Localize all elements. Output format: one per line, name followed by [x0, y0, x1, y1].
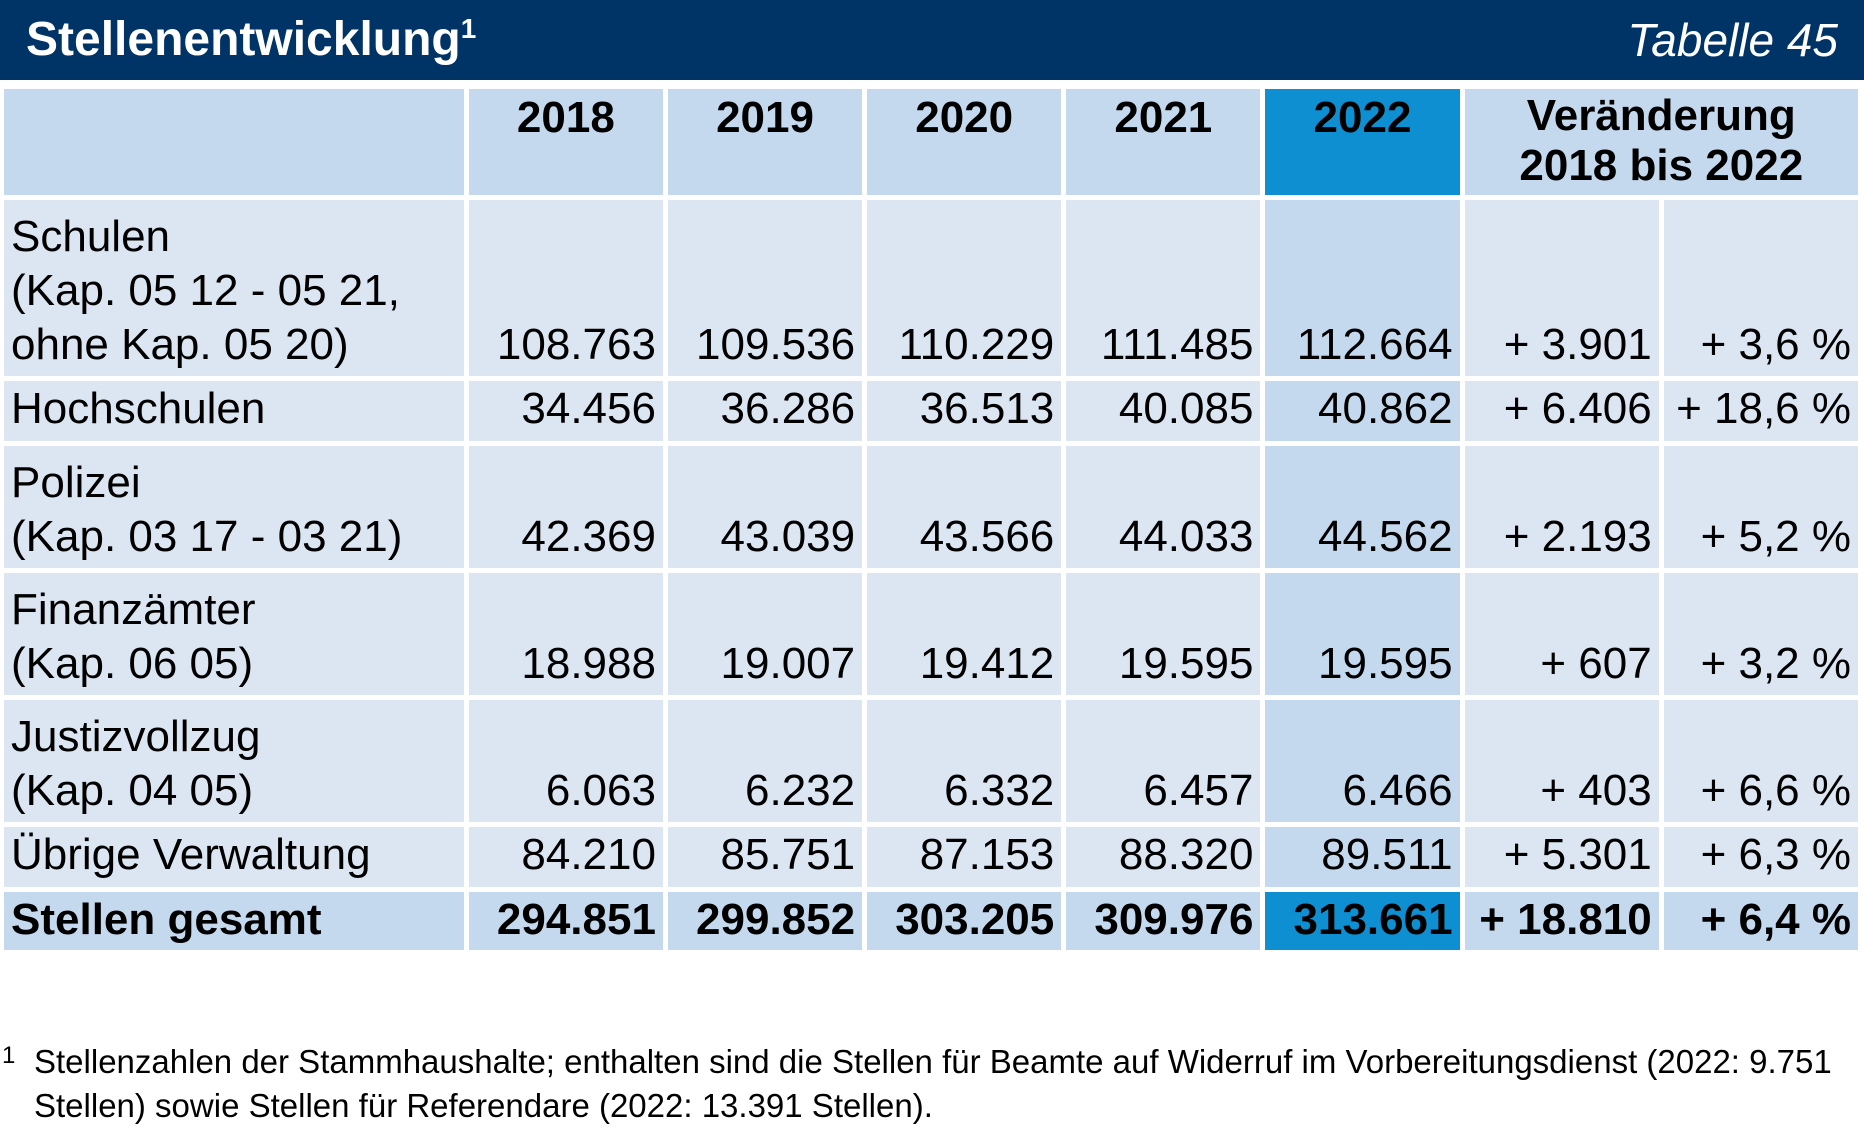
value-cell: 110.229: [867, 200, 1062, 376]
title-footnote-marker: 1: [460, 13, 477, 44]
year-header-highlighted: 2022: [1265, 89, 1460, 195]
change-absolute-cell: + 403: [1464, 700, 1659, 822]
total-change-percent-cell: + 6,4 %: [1663, 892, 1858, 950]
total-value-cell: 313.661: [1265, 892, 1460, 950]
value-cell: 111.485: [1066, 200, 1261, 376]
change-absolute-cell: + 3.901: [1464, 200, 1659, 376]
value-cell: 87.153: [867, 827, 1062, 887]
change-absolute-cell: + 5.301: [1464, 827, 1659, 887]
value-cell: 43.039: [667, 446, 863, 568]
table-title: Stellenentwicklung1: [26, 12, 476, 67]
change-header-line2: 2018 bis 2022: [1519, 141, 1804, 190]
table-number-label: Tabelle 45: [1627, 14, 1838, 66]
header-row: 2018 2019 2020 2021 2022 Veränderung 201…: [4, 89, 1858, 195]
row-label-line: (Kap. 04 05): [11, 766, 254, 815]
change-percent-cell: + 3,2 %: [1663, 573, 1858, 695]
change-percent-cell: + 6,3 %: [1663, 827, 1858, 887]
row-label-line: ohne Kap. 05 20): [11, 320, 349, 369]
row-label: Polizei (Kap. 03 17 - 03 21): [4, 446, 464, 568]
change-absolute-cell: + 2.193: [1464, 446, 1659, 568]
row-label-line: (Kap. 06 05): [11, 639, 254, 688]
footnote-marker: 1: [2, 1042, 16, 1069]
total-change-absolute-cell: + 18.810: [1464, 892, 1659, 950]
total-row: Stellen gesamt 294.851 299.852 303.205 309.9…: [4, 892, 1858, 950]
total-value-cell: 299.852: [667, 892, 863, 950]
value-cell: 112.664: [1265, 200, 1460, 376]
total-value-cell: 309.976: [1066, 892, 1261, 950]
row-label: Justizvollzug (Kap. 04 05): [4, 700, 464, 822]
row-label-line: Polizei: [11, 458, 141, 507]
value-cell: 6.457: [1066, 700, 1261, 822]
row-label-line: Finanzämter: [11, 585, 256, 634]
total-value-cell: 294.851: [468, 892, 663, 950]
year-header: 2021: [1066, 89, 1261, 195]
row-label-line: Übrige Verwaltung: [11, 830, 371, 879]
row-label: Schulen (Kap. 05 12 - 05 21, ohne Kap. 05 …: [4, 200, 464, 376]
staff-development-table: 2018 2019 2020 2021 2022 Veränderung 201…: [0, 84, 1863, 955]
row-label: Übrige Verwaltung: [4, 827, 464, 887]
change-percent-cell: + 18,6 %: [1663, 381, 1858, 441]
total-value-cell: 303.205: [867, 892, 1062, 950]
value-cell: 43.566: [867, 446, 1062, 568]
year-header: 2018: [468, 89, 663, 195]
change-absolute-cell: + 607: [1464, 573, 1659, 695]
value-cell: 18.988: [468, 573, 663, 695]
value-cell: 88.320: [1066, 827, 1261, 887]
value-cell: 40.085: [1066, 381, 1261, 441]
row-label-line: Schulen: [11, 212, 171, 261]
change-header: Veränderung 2018 bis 2022: [1464, 89, 1858, 195]
year-header: 2020: [867, 89, 1062, 195]
change-percent-cell: + 5,2 %: [1663, 446, 1858, 568]
value-cell: 19.412: [867, 573, 1062, 695]
value-cell: 36.286: [667, 381, 863, 441]
table-row: Polizei (Kap. 03 17 - 03 21) 42.369 43.039 4…: [4, 446, 1858, 568]
footnote-text: Stellenzahlen der Stammhaushalte; enthal…: [34, 1043, 1832, 1124]
change-percent-cell: + 3,6 %: [1663, 200, 1858, 376]
value-cell: 44.033: [1066, 446, 1261, 568]
value-cell: 6.466: [1265, 700, 1460, 822]
value-cell: 108.763: [468, 200, 663, 376]
row-label-line: Hochschulen: [11, 384, 266, 433]
row-label: Finanzämter (Kap. 06 05): [4, 573, 464, 695]
table-row: Schulen (Kap. 05 12 - 05 21, ohne Kap. 05 …: [4, 200, 1858, 376]
header-corner-cell: [4, 89, 464, 195]
table-row: Finanzämter (Kap. 06 05) 18.988 19.007 19.41…: [4, 573, 1858, 695]
value-cell: 40.862: [1265, 381, 1460, 441]
value-cell: 44.562: [1265, 446, 1460, 568]
value-cell: 34.456: [468, 381, 663, 441]
value-cell: 19.595: [1265, 573, 1460, 695]
table-row: Hochschulen 34.456 36.286 36.513 40.085 40.86…: [4, 381, 1858, 441]
row-label: Hochschulen: [4, 381, 464, 441]
table-row: Übrige Verwaltung 84.210 85.751 87.153 88.32…: [4, 827, 1858, 887]
value-cell: 84.210: [468, 827, 663, 887]
change-percent-cell: + 6,6 %: [1663, 700, 1858, 822]
value-cell: 85.751: [667, 827, 863, 887]
row-label-line: (Kap. 05 12 - 05 21,: [11, 266, 400, 315]
value-cell: 6.332: [867, 700, 1062, 822]
value-cell: 89.511: [1265, 827, 1460, 887]
table-title-text: Stellenentwicklung: [26, 13, 461, 66]
value-cell: 36.513: [867, 381, 1062, 441]
row-label-line: (Kap. 03 17 - 03 21): [11, 512, 403, 561]
title-bar: Stellenentwicklung1 Tabelle 45: [0, 0, 1864, 80]
table-row: Justizvollzug (Kap. 04 05) 6.063 6.232 6.332…: [4, 700, 1858, 822]
value-cell: 109.536: [667, 200, 863, 376]
change-header-line1: Veränderung: [1526, 91, 1796, 140]
value-cell: 6.063: [468, 700, 663, 822]
total-label: Stellen gesamt: [4, 892, 464, 950]
value-cell: 19.007: [667, 573, 863, 695]
value-cell: 6.232: [667, 700, 863, 822]
row-label-line: Justizvollzug: [11, 712, 261, 761]
year-header: 2019: [667, 89, 863, 195]
change-absolute-cell: + 6.406: [1464, 381, 1659, 441]
value-cell: 19.595: [1066, 573, 1261, 695]
value-cell: 42.369: [468, 446, 663, 568]
